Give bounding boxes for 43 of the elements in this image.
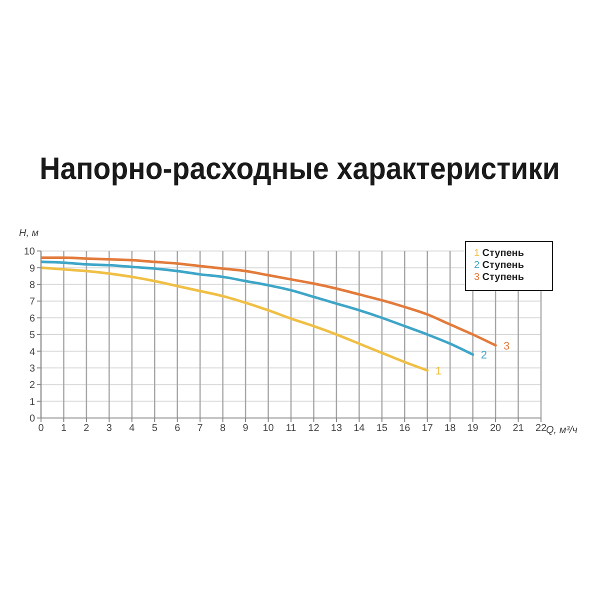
x-tick-label: 9 xyxy=(242,423,249,434)
annotation: 2 xyxy=(480,350,487,362)
y-axis-title: H, м xyxy=(19,228,39,239)
x-tick-label: 14 xyxy=(354,423,366,434)
x-tick-label: 15 xyxy=(376,423,388,434)
x-tick-label: 10 xyxy=(262,423,274,434)
y-tick-label: 8 xyxy=(29,280,36,291)
x-tick-label: 12 xyxy=(308,423,320,434)
x-tick-label: 16 xyxy=(399,423,411,434)
x-tick-label: 19 xyxy=(467,423,479,434)
y-tick-label: 6 xyxy=(29,313,36,324)
y-tick-label: 1 xyxy=(29,396,36,408)
x-tick-label: 7 xyxy=(197,423,204,434)
y-tick-label: 4 xyxy=(29,346,36,358)
chart-title: Напорно-расходные характеристики xyxy=(40,151,560,187)
y-tick-label: 0 xyxy=(29,414,36,425)
x-tick-label: 17 xyxy=(422,423,434,434)
x-tick-label: 13 xyxy=(330,423,342,434)
x-tick-label: 18 xyxy=(444,423,456,434)
line-series xyxy=(41,266,429,372)
x-tick-label: 3 xyxy=(106,423,112,434)
y-tick-label: 5 xyxy=(29,330,36,342)
x-tick-label: 22 xyxy=(535,423,547,434)
x-tick-label: 4 xyxy=(129,423,136,434)
annotation: 1 xyxy=(435,365,442,378)
y-tick-label: 7 xyxy=(29,296,36,308)
x-tick-label: 20 xyxy=(490,423,502,434)
x-tick-label: 2 xyxy=(84,423,90,434)
x-tick-label: 21 xyxy=(512,423,524,434)
y-tick-label: 2 xyxy=(29,380,36,392)
line-series xyxy=(41,260,474,356)
x-axis-title: Q, м³/ч xyxy=(546,425,578,436)
y-tick-label: 9 xyxy=(29,263,36,274)
x-tick-label: 0 xyxy=(38,423,44,434)
x-tick-label: 1 xyxy=(60,423,67,434)
y-tick-label: 10 xyxy=(24,246,36,258)
legend-box: 1 Ступень 2 Ступень 3 Ступень xyxy=(464,241,553,291)
x-tick-label: 6 xyxy=(174,423,181,434)
x-tick-label: 11 xyxy=(286,423,297,434)
x-tick-label: 8 xyxy=(220,423,226,434)
y-tick-label: 3 xyxy=(29,363,36,374)
annotation: 3 xyxy=(504,340,510,352)
x-tick-label: 5 xyxy=(152,423,158,434)
